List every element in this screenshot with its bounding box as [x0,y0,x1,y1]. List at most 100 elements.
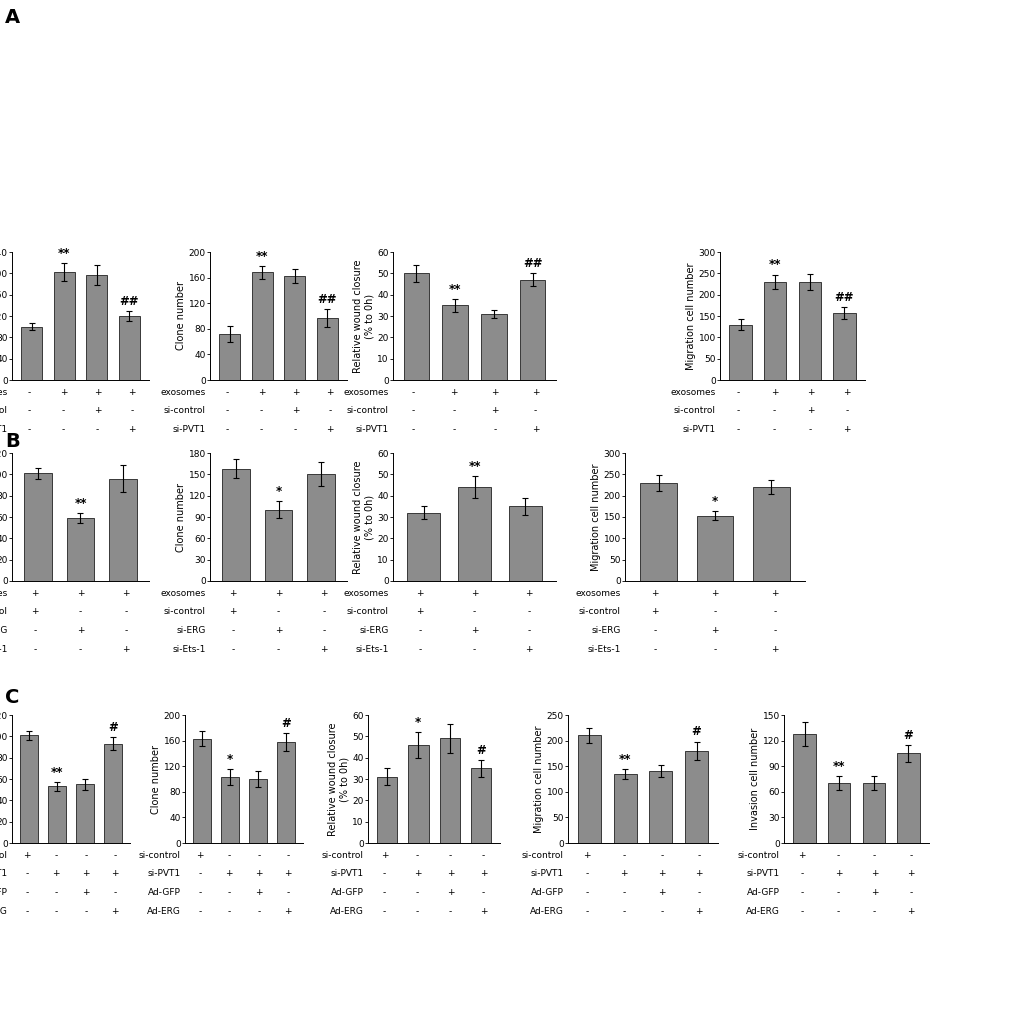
Text: +: + [111,907,119,916]
Text: -: - [34,645,37,654]
Bar [640,483,677,581]
Text: si-control: si-control [346,406,388,415]
Text: -: - [653,645,656,654]
Text: si-ERG: si-ERG [359,626,388,635]
Text: +: + [284,869,291,878]
Text: -: - [772,406,775,415]
Text: si-PVT1: si-PVT1 [746,869,780,878]
Text: -: - [113,888,117,898]
Text: -: - [697,851,700,860]
Text: Ad-GFP: Ad-GFP [746,888,780,898]
Bar [19,735,38,843]
Text: +: + [414,869,421,878]
Text: +: + [122,645,129,654]
Text: +: + [225,869,232,878]
Text: B: B [5,432,19,451]
Text: -: - [452,406,455,415]
Text: +: + [196,851,204,860]
Text: -: - [124,626,127,635]
Bar [109,478,138,581]
Text: +: + [111,869,119,878]
Text: +: + [770,645,777,654]
Text: exosomes: exosomes [343,589,388,598]
Text: +: + [291,388,300,397]
Text: +: + [479,907,487,916]
Text: +: + [416,608,424,617]
Text: si-control: si-control [322,851,364,860]
Bar [862,783,884,843]
Text: +: + [710,589,718,598]
Text: si-control: si-control [139,851,180,860]
Text: -: - [836,888,840,898]
Text: +: + [52,869,60,878]
Bar [752,487,789,581]
Text: -: - [55,851,58,860]
Text: -: - [712,645,716,654]
Text: -: - [448,907,451,916]
Text: -: - [481,888,485,898]
Text: Ad-GFP: Ad-GFP [331,888,364,898]
Text: +: + [657,888,664,898]
Text: -: - [225,388,228,397]
Y-axis label: Migration cell number: Migration cell number [533,725,543,833]
Text: -: - [585,888,588,898]
Bar [23,473,52,581]
Text: -: - [25,869,29,878]
Bar [471,768,491,843]
Text: +: + [620,869,628,878]
Text: -: - [382,888,386,898]
Y-axis label: Clone number: Clone number [151,745,161,813]
Text: +: + [284,907,291,916]
Text: -: - [845,406,848,415]
Text: +: + [326,425,333,435]
Bar [577,735,600,843]
Text: -: - [322,608,325,617]
Text: +: + [291,406,300,415]
Y-axis label: Relative wound closure
(% to 0h): Relative wound closure (% to 0h) [353,259,374,373]
Text: -: - [527,608,530,617]
Text: -: - [473,608,476,617]
Text: si-PVT1: si-PVT1 [148,869,180,878]
Bar [252,272,272,380]
Text: -: - [416,907,419,916]
Text: +: + [583,851,590,860]
Text: -: - [412,406,415,415]
Bar [75,784,94,843]
Bar [896,754,918,843]
Text: +: + [695,907,702,916]
Bar [729,324,751,380]
Text: +: + [650,589,658,598]
Bar [798,282,820,380]
Text: -: - [231,626,234,635]
Text: -: - [322,626,325,635]
Text: +: + [710,626,718,635]
Text: si-PVT1: si-PVT1 [682,425,715,435]
Text: +: + [770,388,777,397]
Text: +: + [870,869,877,878]
Text: +: + [906,907,914,916]
Text: -: - [836,907,840,916]
Text: ##: ## [119,295,139,308]
Bar [520,280,545,380]
Text: +: + [82,869,90,878]
Text: -: - [800,888,803,898]
Text: -: - [225,425,228,435]
Text: +: + [531,425,539,435]
Text: -: - [418,626,422,635]
Text: -: - [527,626,530,635]
Text: si-PVT1: si-PVT1 [356,425,388,435]
Text: A: A [5,8,20,27]
Text: **: ** [619,753,631,766]
Text: -: - [473,645,476,654]
Text: +: + [843,425,850,435]
Text: -: - [28,406,31,415]
Text: -: - [585,869,588,878]
Text: +: + [320,589,327,598]
Text: -: - [418,645,422,654]
Text: Ad-ERG: Ad-ERG [745,907,780,916]
Text: C: C [5,688,19,707]
Text: #: # [691,725,701,738]
Text: Ad-GFP: Ad-GFP [148,888,180,898]
Text: -: - [328,406,331,415]
Text: -: - [872,907,875,916]
